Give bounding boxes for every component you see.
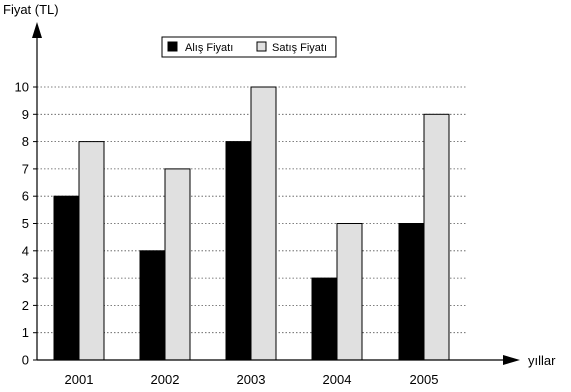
bar-satis	[336, 223, 363, 361]
legend: Alış Fiyatı Satış Fiyatı	[161, 36, 337, 58]
legend-box	[161, 36, 337, 58]
axes	[32, 22, 520, 365]
y-tick-label: 5	[22, 216, 29, 231]
y-tick-label: 6	[22, 189, 29, 204]
x-axis-arrow-icon	[503, 355, 520, 365]
y-tick-label: 0	[22, 353, 29, 368]
bar-satis	[78, 141, 105, 361]
bar-alis	[139, 250, 166, 361]
bar-satis	[164, 168, 191, 361]
x-tick-label: 2002	[151, 372, 180, 387]
legend-label: Alış Fiyatı	[185, 42, 233, 54]
bar-alis	[311, 277, 338, 361]
bar-satis	[423, 113, 450, 361]
x-tick-label: 2001	[65, 372, 94, 387]
y-tick-label: 2	[22, 298, 29, 313]
tick-labels: 0 1 2 3 4 5 6 7 8 9 10 2001 2002 2003 2004 2005	[15, 80, 439, 388]
y-tick-label: 9	[22, 107, 29, 122]
x-tick-label: 2003	[237, 372, 266, 387]
bar-alis	[398, 223, 425, 361]
x-axis-label: yıllar	[528, 353, 556, 368]
bar-satis	[250, 86, 277, 361]
y-tick-label: 4	[22, 243, 29, 258]
legend-swatch	[167, 41, 178, 52]
y-tick-label: 8	[22, 134, 29, 149]
bar-alis	[225, 141, 252, 361]
x-tick-label: 2004	[323, 372, 352, 387]
legend-swatch	[256, 41, 267, 52]
bar-alis	[53, 195, 80, 361]
bars	[53, 86, 450, 361]
y-tick-label: 3	[22, 271, 29, 286]
y-tick-label: 1	[22, 325, 29, 340]
y-axis-label: Fiyat (TL)	[3, 2, 59, 17]
legend-label: Satış Fiyatı	[272, 42, 327, 54]
y-tick-label: 7	[22, 161, 29, 176]
x-tick-label: 2005	[410, 372, 439, 387]
y-tick-label: 10	[15, 80, 29, 95]
y-axis-arrow-icon	[32, 22, 42, 38]
